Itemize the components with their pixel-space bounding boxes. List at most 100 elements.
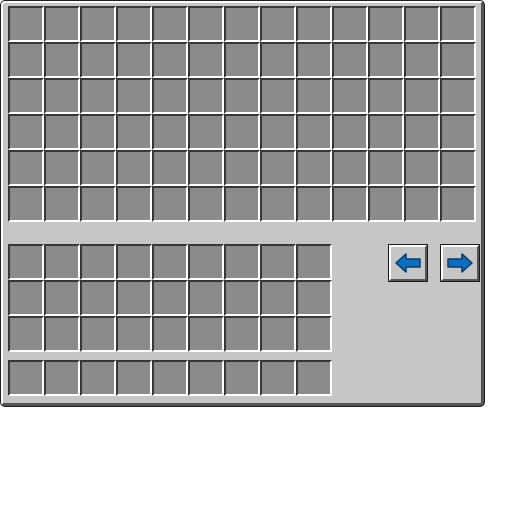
inventory-slot[interactable] [116, 244, 152, 280]
chest-slot[interactable] [8, 78, 44, 114]
chest-slot[interactable] [152, 42, 188, 78]
chest-slot[interactable] [224, 150, 260, 186]
chest-slot[interactable] [296, 186, 332, 222]
chest-slot[interactable] [8, 114, 44, 150]
previous-page-button[interactable] [389, 245, 427, 281]
chest-slot[interactable] [224, 114, 260, 150]
chest-slot[interactable] [404, 150, 440, 186]
chest-slot[interactable] [404, 186, 440, 222]
chest-slot[interactable] [188, 150, 224, 186]
chest-slot[interactable] [260, 42, 296, 78]
chest-slot[interactable] [116, 6, 152, 42]
inventory-slot[interactable] [188, 244, 224, 280]
chest-slot[interactable] [80, 186, 116, 222]
inventory-slot[interactable] [224, 244, 260, 280]
inventory-slot[interactable] [260, 316, 296, 352]
hotbar-slot[interactable] [188, 360, 224, 396]
chest-slot[interactable] [44, 114, 80, 150]
hotbar-slot[interactable] [152, 360, 188, 396]
chest-slot[interactable] [44, 78, 80, 114]
inventory-slot[interactable] [188, 280, 224, 316]
chest-slot[interactable] [152, 114, 188, 150]
inventory-slot[interactable] [80, 316, 116, 352]
chest-slot[interactable] [296, 78, 332, 114]
chest-slot[interactable] [260, 114, 296, 150]
chest-slot[interactable] [188, 6, 224, 42]
inventory-slot[interactable] [44, 316, 80, 352]
inventory-slot[interactable] [8, 316, 44, 352]
chest-slot[interactable] [332, 42, 368, 78]
inventory-slot[interactable] [296, 316, 332, 352]
chest-slot[interactable] [44, 186, 80, 222]
hotbar-slot[interactable] [80, 360, 116, 396]
inventory-slot[interactable] [116, 280, 152, 316]
chest-slot[interactable] [440, 6, 476, 42]
chest-slot[interactable] [116, 114, 152, 150]
chest-slot[interactable] [188, 114, 224, 150]
inventory-slot[interactable] [152, 280, 188, 316]
inventory-slot[interactable] [224, 316, 260, 352]
chest-slot[interactable] [8, 42, 44, 78]
chest-slot[interactable] [116, 150, 152, 186]
chest-slot[interactable] [152, 150, 188, 186]
chest-slot[interactable] [116, 186, 152, 222]
chest-slot[interactable] [440, 78, 476, 114]
inventory-slot[interactable] [260, 244, 296, 280]
chest-slot[interactable] [296, 114, 332, 150]
chest-slot[interactable] [188, 186, 224, 222]
chest-slot[interactable] [224, 6, 260, 42]
next-page-button[interactable] [441, 245, 479, 281]
chest-slot[interactable] [80, 114, 116, 150]
chest-slot[interactable] [332, 114, 368, 150]
chest-slot[interactable] [152, 186, 188, 222]
chest-slot[interactable] [8, 186, 44, 222]
inventory-slot[interactable] [80, 280, 116, 316]
chest-slot[interactable] [260, 78, 296, 114]
chest-slot[interactable] [404, 6, 440, 42]
chest-slot[interactable] [8, 150, 44, 186]
chest-slot[interactable] [440, 186, 476, 222]
inventory-slot[interactable] [44, 244, 80, 280]
chest-slot[interactable] [80, 6, 116, 42]
chest-slot[interactable] [224, 186, 260, 222]
chest-slot[interactable] [224, 78, 260, 114]
chest-slot[interactable] [332, 78, 368, 114]
chest-slot[interactable] [8, 6, 44, 42]
inventory-slot[interactable] [152, 244, 188, 280]
chest-slot[interactable] [368, 114, 404, 150]
inventory-slot[interactable] [8, 244, 44, 280]
chest-slot[interactable] [80, 78, 116, 114]
chest-slot[interactable] [152, 78, 188, 114]
inventory-slot[interactable] [224, 280, 260, 316]
chest-slot[interactable] [260, 186, 296, 222]
hotbar-slot[interactable] [296, 360, 332, 396]
chest-slot[interactable] [368, 78, 404, 114]
chest-slot[interactable] [44, 42, 80, 78]
chest-slot[interactable] [404, 78, 440, 114]
chest-slot[interactable] [404, 42, 440, 78]
hotbar-slot[interactable] [116, 360, 152, 396]
chest-slot[interactable] [116, 42, 152, 78]
chest-slot[interactable] [332, 150, 368, 186]
inventory-slot[interactable] [8, 280, 44, 316]
chest-slot[interactable] [440, 114, 476, 150]
chest-slot[interactable] [44, 150, 80, 186]
hotbar-slot[interactable] [44, 360, 80, 396]
inventory-slot[interactable] [296, 244, 332, 280]
chest-slot[interactable] [260, 6, 296, 42]
chest-slot[interactable] [296, 42, 332, 78]
chest-slot[interactable] [440, 42, 476, 78]
chest-slot[interactable] [80, 150, 116, 186]
chest-slot[interactable] [332, 6, 368, 42]
inventory-slot[interactable] [80, 244, 116, 280]
chest-slot[interactable] [296, 6, 332, 42]
chest-slot[interactable] [260, 150, 296, 186]
inventory-slot[interactable] [188, 316, 224, 352]
inventory-slot[interactable] [260, 280, 296, 316]
chest-slot[interactable] [440, 150, 476, 186]
chest-slot[interactable] [80, 42, 116, 78]
hotbar-slot[interactable] [260, 360, 296, 396]
chest-slot[interactable] [44, 6, 80, 42]
chest-slot[interactable] [188, 42, 224, 78]
chest-slot[interactable] [116, 78, 152, 114]
